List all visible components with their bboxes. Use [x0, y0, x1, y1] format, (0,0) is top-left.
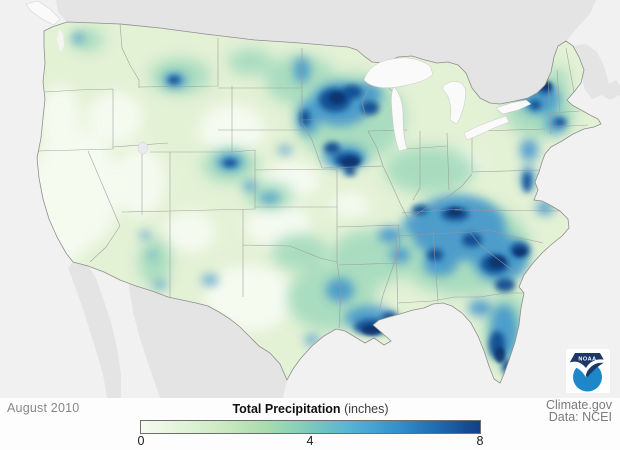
legend-title: Total Precipitation (inches) [141, 402, 480, 416]
great-salt-lake-shape [137, 141, 149, 155]
great-lakes [363, 57, 532, 152]
precip-dry-layer [37, 85, 481, 331]
canada-landmass [56, 0, 596, 104]
colorbar-gradient-bar [140, 420, 481, 434]
noaa-logo-sky-shape [570, 353, 605, 377]
date-label: August 2010 [7, 401, 80, 415]
noaa-logo-text: NOAA [578, 357, 596, 363]
colorbar-tick-max: 8 [476, 434, 484, 448]
legend-unit-text: (inches) [344, 402, 389, 416]
noaa-logo: NOAA [566, 349, 610, 393]
legend-title-text: Total Precipitation [232, 402, 341, 416]
lake-ontario-shape [495, 99, 532, 115]
colorbar-tick-mid: 4 [306, 434, 314, 448]
mexico-landmass [128, 281, 287, 398]
noaa-seagull-icon [569, 359, 606, 377]
state-borders [37, 23, 589, 329]
lake-erie-shape [463, 115, 510, 141]
colorbar [140, 420, 481, 439]
colorbar-svg [140, 420, 481, 434]
lake-huron-shape [442, 81, 466, 125]
puget-sound-shape [57, 29, 64, 52]
us-outline [36, 21, 602, 384]
map-canvas [0, 0, 620, 398]
maritime-canada-landmass [573, 44, 620, 100]
vancouver-island [25, 0, 61, 26]
lake-superior-shape [363, 57, 434, 89]
lake-michigan-shape [391, 86, 408, 152]
credits-block: Climate.gov Data: NCEI [546, 398, 612, 424]
credit-climate-gov: Climate.gov [546, 398, 612, 412]
credit-data-ncei: Data: NCEI [548, 409, 612, 424]
baja-landmass [68, 262, 121, 398]
colorbar-tick-min: 0 [137, 434, 145, 448]
